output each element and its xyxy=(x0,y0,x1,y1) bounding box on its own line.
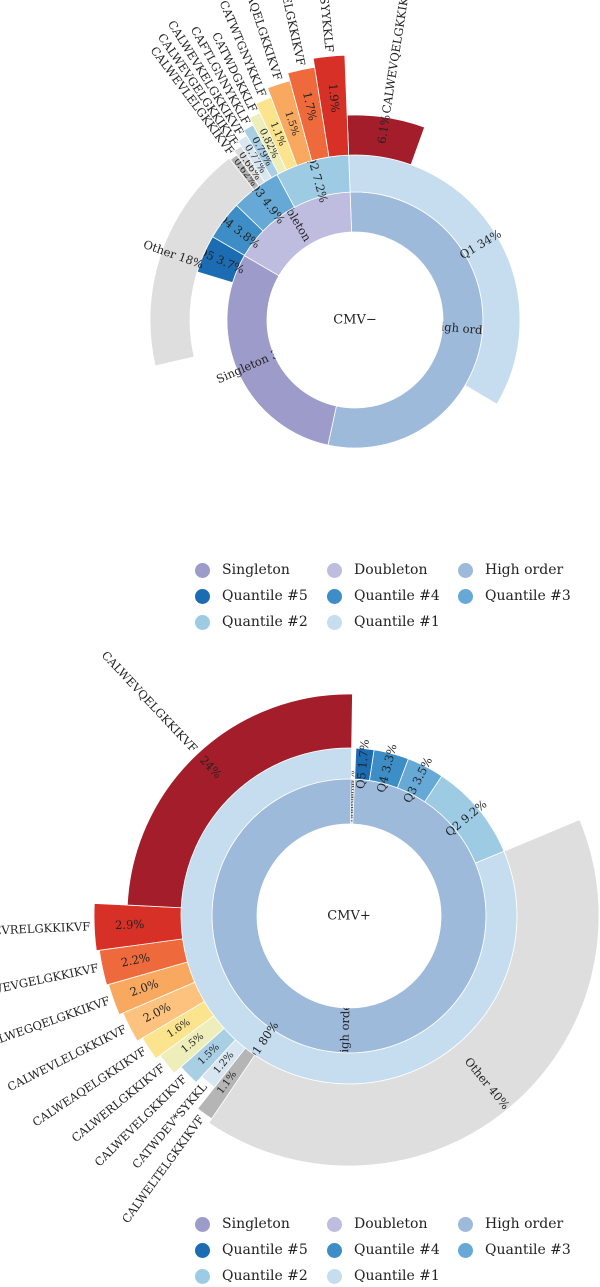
legend-label: Quantile #3 xyxy=(485,588,571,604)
outer-slice-other xyxy=(149,157,255,367)
legend-item-high-order: High order xyxy=(458,1216,563,1232)
legend-item-singleton: Singleton xyxy=(195,1216,290,1232)
legend-item-quantile-2: Quantile #2 xyxy=(195,614,308,630)
outer-label-calwevqelgkkikvf: 6.1% xyxy=(374,114,392,145)
legend-swatch xyxy=(195,1242,210,1258)
legend-item-quantile-3: Quantile #3 xyxy=(458,1242,571,1258)
legend-swatch xyxy=(327,1268,342,1284)
middle-label-q5: Q5 1.7% xyxy=(353,739,372,790)
outer-label-caleigsyykklf: 1.9% xyxy=(326,83,343,114)
legend-label: Quantile #5 xyxy=(222,588,308,604)
legend-item-quantile-1: Quantile #1 xyxy=(327,614,440,630)
center-hole xyxy=(267,232,443,408)
legend-label: Quantile #2 xyxy=(222,1268,308,1284)
center-hole xyxy=(257,824,441,1008)
legend-item-quantile-1: Quantile #1 xyxy=(327,1268,440,1284)
legend-label: High order xyxy=(485,562,564,578)
legend-item-quantile-3: Quantile #3 xyxy=(458,588,571,604)
legend-swatch xyxy=(195,588,210,604)
outer-name-calwevqelgkkikvf: CALWEVQELGKKIKVF xyxy=(99,648,201,755)
chart-title: CMV− xyxy=(333,313,377,328)
outer-name-calwevgelgkkikvf: CALWEVGELGKKIKVF xyxy=(0,961,100,1002)
legend-item-quantile-4: Quantile #4 xyxy=(327,588,440,604)
outer-label-calwevrelgkkikvf: 1.7% xyxy=(300,90,320,122)
legend-label: Quantile #4 xyxy=(354,588,440,604)
outer-slice-calwevqelgkkikvf xyxy=(346,114,426,166)
inner-label-high-order: High order xyxy=(337,998,353,1063)
legend-label: Quantile #4 xyxy=(354,1242,440,1258)
legend-swatch xyxy=(458,588,473,604)
legend-item-quantile-2: Quantile #2 xyxy=(195,1268,308,1284)
legend-swatch xyxy=(458,1242,473,1258)
outer-name-calwevqelgkkikvf: CALWEVQELGKKIKVF xyxy=(379,0,413,114)
legend-label: Quantile #2 xyxy=(222,614,308,630)
legend-item-doubleton: Doubleton xyxy=(327,562,427,578)
legend-label: Quantile #5 xyxy=(222,1242,308,1258)
legend-item-quantile-5: Quantile #5 xyxy=(195,588,308,604)
legend-swatch xyxy=(458,1216,473,1232)
legend-item-quantile-5: Quantile #5 xyxy=(195,1242,308,1258)
legend-item-singleton: Singleton xyxy=(195,562,290,578)
legend-swatch xyxy=(195,1216,210,1232)
legend-label: Doubleton xyxy=(354,562,428,578)
legend-item-quantile-4: Quantile #4 xyxy=(327,1242,440,1258)
outer-slice-calwevqelgkkikvf xyxy=(126,693,353,909)
inner-label-doubleton: Doubleton xyxy=(347,780,357,822)
legend-label: Singleton xyxy=(222,1216,290,1232)
middle-slice-q1 xyxy=(348,154,521,405)
legend-item-high-order: High order xyxy=(458,562,563,578)
legend-label: Singleton xyxy=(222,562,290,578)
legend-label: High order xyxy=(485,1216,564,1232)
legend-label: Quantile #3 xyxy=(485,1242,571,1258)
legend-swatch xyxy=(327,1242,342,1258)
outer-name-calwevrelgkkikvf: CALWEVRELGKKIKVF xyxy=(0,919,91,939)
legend-swatch xyxy=(327,614,342,630)
legend-item-doubleton: Doubleton xyxy=(327,1216,427,1232)
outer-label-calwevgelgkkikvf: 2.2% xyxy=(120,950,152,970)
legend-label: Doubleton xyxy=(354,1216,428,1232)
outer-slice-other xyxy=(208,819,600,1167)
legend-swatch xyxy=(327,1216,342,1232)
legend-label: Quantile #1 xyxy=(354,1268,440,1284)
legend-swatch xyxy=(195,562,210,578)
legend-swatch xyxy=(195,1268,210,1284)
inner-label-high-order: High order xyxy=(430,319,496,339)
legend-swatch xyxy=(458,562,473,578)
outer-label-calwevrelgkkikvf: 2.9% xyxy=(115,917,145,932)
chart-title: CMV+ xyxy=(327,909,371,924)
legend-swatch xyxy=(327,562,342,578)
outer-slice-caleigsyykklf xyxy=(312,54,350,158)
outer-name-caleigsyykklf: CALEIGSYYKKLF xyxy=(313,0,337,53)
legend-swatch xyxy=(327,588,342,604)
legend-label: Quantile #1 xyxy=(354,614,440,630)
legend-swatch xyxy=(195,614,210,630)
